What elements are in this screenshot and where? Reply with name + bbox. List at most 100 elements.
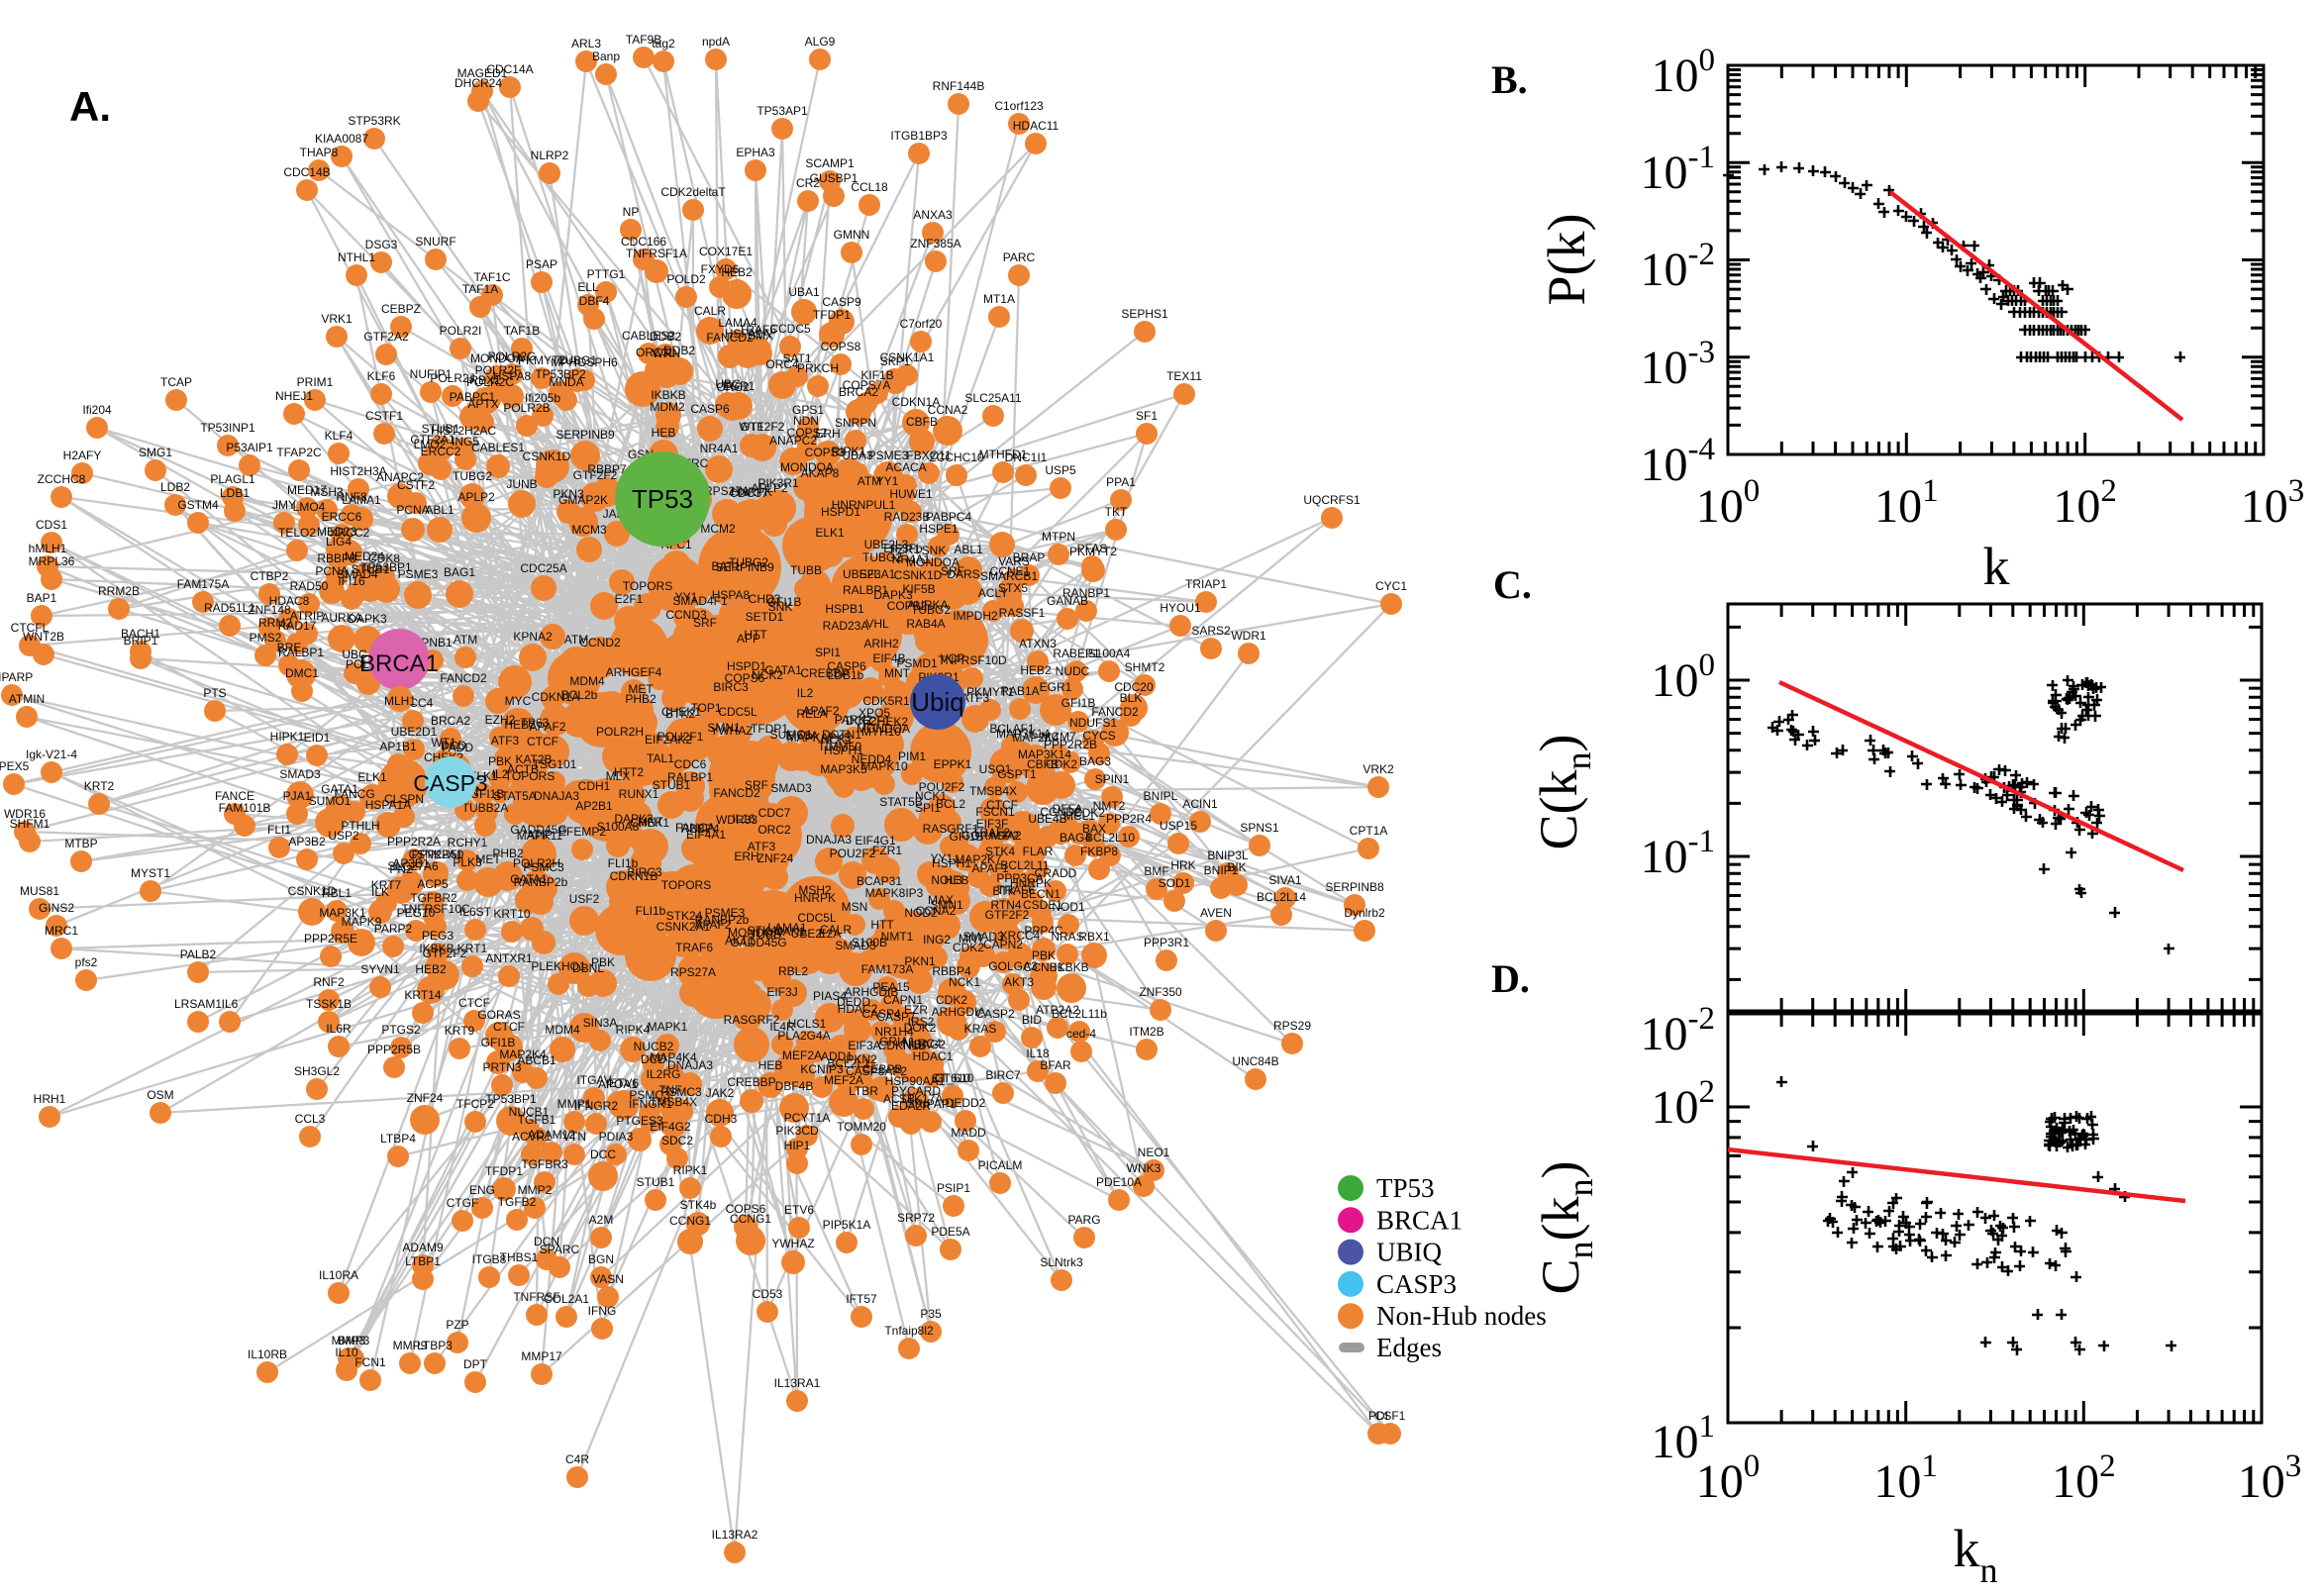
- svg-text:TKT: TKT: [1105, 505, 1128, 519]
- svg-text:BCL2L11b: BCL2L11b: [1052, 1007, 1107, 1021]
- svg-text:WNT2B: WNT2B: [23, 630, 64, 644]
- svg-text:CR2: CR2: [796, 176, 820, 190]
- svg-text:SNURF: SNURF: [415, 235, 455, 249]
- svg-text:BGN: BGN: [588, 1252, 614, 1266]
- svg-text:ATM: ATM: [564, 633, 588, 647]
- svg-text:PJA1: PJA1: [283, 789, 312, 803]
- svg-text:PHB2: PHB2: [625, 692, 656, 706]
- svg-text:CHEK2: CHEK2: [868, 715, 908, 729]
- svg-text:YWHAZ: YWHAZ: [710, 724, 753, 738]
- svg-text:CASP6: CASP6: [690, 402, 730, 416]
- svg-text:HNRNPUL1: HNRNPUL1: [832, 498, 896, 512]
- svg-text:NCK1: NCK1: [915, 789, 947, 803]
- svg-text:TP53INP1: TP53INP1: [200, 421, 255, 435]
- svg-text:CASP4: CASP4: [861, 1007, 901, 1021]
- svg-text:ITM2B: ITM2B: [1129, 1025, 1163, 1039]
- svg-text:ATF3: ATF3: [748, 840, 776, 853]
- svg-text:APAF2: APAF2: [802, 704, 839, 718]
- svg-text:HSPA1A: HSPA1A: [725, 327, 770, 341]
- svg-text:MAPK8IP3: MAPK8IP3: [865, 886, 924, 900]
- svg-text:POU2F2: POU2F2: [919, 780, 965, 794]
- svg-text:CREBBP: CREBBP: [800, 666, 849, 680]
- svg-text:TMSB4X: TMSB4X: [650, 1095, 697, 1109]
- svg-text:EGR1: EGR1: [723, 379, 756, 393]
- svg-text:HIPK1: HIPK1: [270, 730, 305, 744]
- svg-text:PTS: PTS: [203, 686, 226, 700]
- svg-text:DOK2: DOK2: [904, 1021, 937, 1035]
- svg-text:UBE2D1: UBE2D1: [391, 725, 438, 739]
- svg-text:HEB: HEB: [945, 873, 969, 887]
- svg-text:MONDOA: MONDOA: [857, 722, 910, 736]
- svg-text:BTK: BTK: [992, 884, 1015, 898]
- svg-text:GTF2F2: GTF2F2: [741, 420, 785, 434]
- svg-text:HYOU1: HYOU1: [1160, 601, 1201, 615]
- svg-text:TNFRSF: TNFRSF: [513, 1290, 559, 1304]
- svg-text:MAP3K1: MAP3K1: [319, 906, 366, 920]
- svg-text:CDC166: CDC166: [621, 235, 666, 249]
- svg-text:RANBP1: RANBP1: [1062, 586, 1110, 600]
- svg-text:PKN2: PKN2: [846, 1052, 877, 1066]
- svg-text:KIAA0087: KIAA0087: [315, 132, 368, 146]
- svg-text:ADD1: ADD1: [821, 1049, 853, 1063]
- svg-text:Banp: Banp: [592, 50, 620, 63]
- svg-text:ERCC6: ERCC6: [322, 510, 362, 524]
- svg-text:APLP2: APLP2: [751, 481, 788, 495]
- svg-text:LDB2: LDB2: [160, 480, 190, 494]
- svg-text:COPS3: COPS3: [805, 446, 846, 459]
- svg-text:CLSPN: CLSPN: [384, 792, 424, 806]
- svg-text:GUSBP1: GUSBP1: [810, 171, 858, 185]
- svg-text:BMP3: BMP3: [338, 1334, 370, 1347]
- svg-text:TFAP2C: TFAP2C: [276, 446, 322, 459]
- svg-text:MPHOSPH6: MPHOSPH6: [551, 355, 618, 369]
- svg-text:DARS: DARS: [947, 567, 979, 581]
- svg-text:ACLY: ACLY: [978, 586, 1008, 600]
- svg-text:APP: APP: [737, 632, 760, 646]
- svg-text:MDM4: MDM4: [569, 674, 605, 688]
- svg-text:FXYD6: FXYD6: [701, 262, 740, 276]
- svg-text:NUCB1: NUCB1: [509, 1105, 550, 1119]
- svg-text:PIAS4: PIAS4: [813, 989, 847, 1003]
- svg-text:SOD1: SOD1: [1159, 876, 1191, 890]
- svg-text:WRN: WRN: [653, 347, 681, 360]
- svg-text:TRAF2: TRAF2: [972, 826, 1010, 840]
- svg-text:MDM4: MDM4: [545, 1023, 580, 1037]
- svg-text:JUNB: JUNB: [506, 477, 537, 491]
- svg-text:DDB2: DDB2: [650, 330, 681, 344]
- svg-text:DCC: DCC: [590, 1147, 616, 1161]
- svg-text:USP5: USP5: [1045, 463, 1076, 477]
- svg-text:MTA2: MTA2: [990, 829, 1021, 843]
- svg-text:DAPK3: DAPK3: [614, 812, 654, 826]
- svg-text:IL4R: IL4R: [769, 1020, 795, 1034]
- svg-text:WDR16: WDR16: [4, 807, 46, 821]
- svg-text:SKP1: SKP1: [880, 354, 911, 368]
- svg-text:LTBR: LTBR: [849, 1084, 878, 1098]
- svg-text:FBXO11: FBXO11: [906, 449, 951, 462]
- svg-text:CSNK1A1: CSNK1A1: [880, 350, 935, 364]
- svg-text:SMN1: SMN1: [707, 721, 741, 735]
- svg-text:DNAJA3: DNAJA3: [667, 1058, 713, 1072]
- svg-text:GFI1B: GFI1B: [481, 1036, 516, 1049]
- svg-text:RALBP1: RALBP1: [278, 646, 324, 659]
- svg-text:SLNtrk3: SLNtrk3: [1040, 1255, 1083, 1269]
- svg-text:RBBP4: RBBP4: [932, 964, 971, 978]
- svg-text:FANCG: FANCG: [334, 787, 374, 801]
- svg-text:VARS: VARS: [998, 554, 1030, 568]
- svg-text:TOPORS: TOPORS: [505, 769, 555, 783]
- svg-text:WT1: WT1: [739, 420, 764, 434]
- svg-text:PARK2: PARK2: [835, 713, 873, 727]
- svg-text:CT_610: CT_610: [932, 1071, 974, 1085]
- svg-text:CTCF: CTCF: [458, 996, 490, 1010]
- svg-text:TAF9B: TAF9B: [626, 33, 661, 47]
- svg-text:DCC: DCC: [846, 714, 871, 728]
- svg-text:IKBKB: IKBKB: [419, 942, 454, 955]
- svg-text:CASP9: CASP9: [822, 295, 861, 309]
- svg-text:HSPH1: HSPH1: [824, 744, 863, 757]
- svg-text:ERH: ERH: [815, 427, 840, 441]
- svg-text:BRCA2: BRCA2: [431, 714, 470, 728]
- svg-text:BCLAF1: BCLAF1: [989, 722, 1035, 736]
- svg-text:RBL2: RBL2: [778, 964, 808, 978]
- svg-text:RAD17: RAD17: [278, 619, 317, 633]
- svg-text:PN2: PN2: [389, 862, 413, 876]
- svg-text:FANCE: FANCE: [215, 789, 254, 803]
- svg-text:BTK2: BTK2: [665, 707, 695, 721]
